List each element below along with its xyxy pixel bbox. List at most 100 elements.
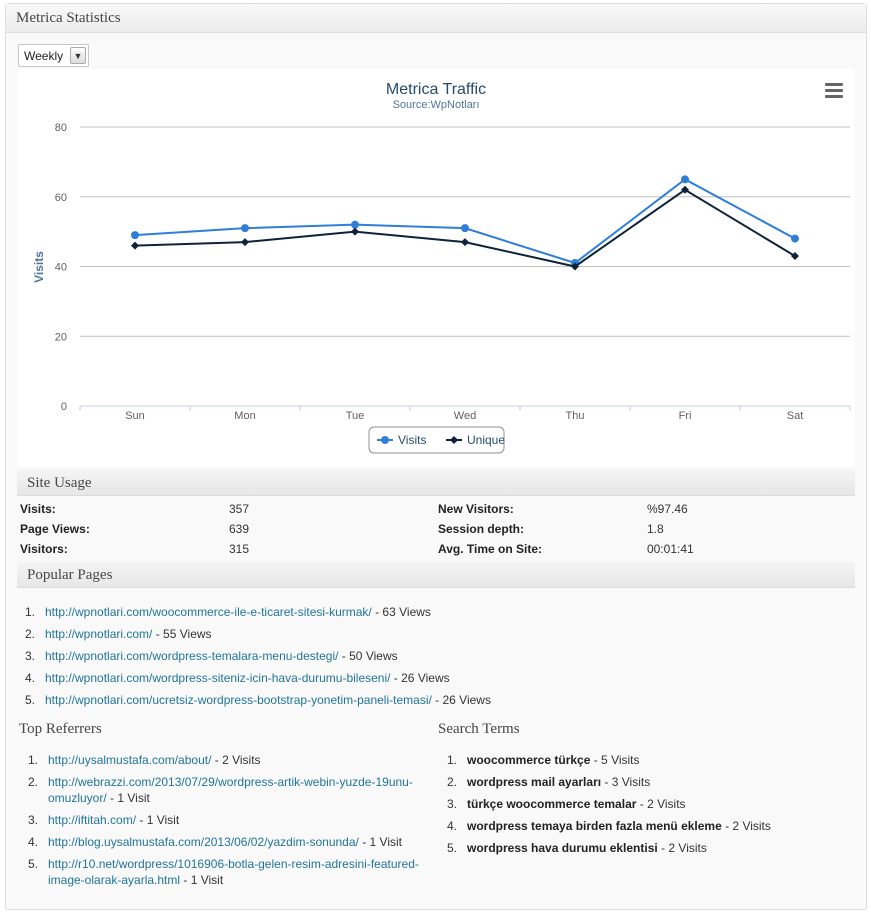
usage-value: 315	[229, 542, 250, 556]
y-tick-label: 0	[61, 401, 67, 413]
page-link[interactable]: http://wpnotlari.com/woocommerce-ile-e-t…	[45, 605, 372, 619]
list-item-number: 4.	[25, 671, 36, 685]
search-term: wordpress temaya birden fazla menü eklem…	[467, 819, 722, 833]
list-item-number: 5.	[28, 857, 39, 871]
list-item-number: 3.	[447, 797, 458, 811]
search-term: wordpress mail ayarları	[467, 775, 602, 789]
top-referrers-list: 1. http://uysalmustafa.com/about/ - 2 Vis…	[28, 752, 428, 894]
site-usage-title: Site Usage	[17, 470, 855, 496]
list-item-number: 4.	[447, 819, 458, 833]
usage-label: Page Views:	[20, 522, 90, 536]
list-item-number: 5.	[447, 841, 458, 855]
page-link[interactable]: http://wpnotlari.com/wordpress-temalara-…	[45, 649, 339, 663]
list-item: 5. http://r10.net/wordpress/1016906-botla…	[28, 856, 428, 888]
traffic-chart-svg: Metrica Traffic Source:WpNotları 0 20 40 60…	[32, 81, 851, 454]
x-tick-label: Fri	[679, 410, 692, 422]
usage-value: 00:01:41	[647, 542, 694, 556]
usage-value: 639	[229, 522, 250, 536]
data-point-visits	[351, 220, 359, 229]
period-select-value: Weekly	[24, 49, 64, 63]
list-item: 3. http://wpnotlari.com/wordpress-temalar…	[25, 648, 845, 670]
widget-title: Metrica Statistics	[6, 4, 866, 33]
search-term: woocommerce türkçe	[467, 753, 591, 767]
count-label: - 63 Views	[371, 605, 431, 619]
list-item-number: 2.	[28, 775, 39, 789]
list-item-number: 1.	[447, 753, 458, 767]
search-terms-title: Search Terms	[438, 721, 520, 737]
popular-pages-title: Popular Pages	[17, 562, 855, 588]
count-label: - 2 Visits	[636, 797, 686, 811]
search-terms-list: 1. woocommerce türkçe - 5 Visits 2. wordpre…	[447, 752, 847, 862]
x-tick-label: Tue	[346, 410, 365, 422]
y-axis-label: Visits	[32, 251, 46, 283]
list-item: 4. wordpress temaya birden fazla menü ekl…	[447, 818, 847, 840]
count-label: - 26 Views	[431, 693, 491, 707]
page-link[interactable]: http://wpnotlari.com/ucretsiz-wordpress-…	[45, 693, 432, 707]
page-link[interactable]: http://iftitah.com/	[48, 813, 137, 827]
list-item: 5. wordpress hava durumu eklentisi - 2 Vi…	[447, 840, 847, 862]
count-label: - 50 Views	[338, 649, 398, 663]
usage-value: 357	[229, 502, 250, 516]
usage-label: New Visitors:	[438, 502, 514, 516]
list-item: 3. http://iftitah.com/ - 1 Visit	[28, 812, 428, 828]
traffic-chart: Metrica Traffic Source:WpNotları 0 20 40 60…	[17, 69, 855, 467]
data-point-visits	[131, 231, 139, 240]
count-label: - 26 Views	[390, 671, 450, 685]
usage-label: Visitors:	[20, 542, 68, 556]
popular-pages-list: 1. http://wpnotlari.com/woocommerce-ile-e…	[25, 604, 845, 714]
usage-label: Session depth:	[438, 522, 525, 536]
list-item: 3. türkçe woocommerce temalar - 2 Visits	[447, 796, 847, 818]
data-point-visits	[681, 175, 689, 184]
list-item-number: 5.	[25, 693, 36, 707]
usage-value: 1.8	[647, 522, 664, 536]
usage-label: Visits:	[20, 502, 56, 516]
list-item: 4. http://blog.uysalmustafa.com/2013/06/0…	[28, 834, 428, 850]
count-label: - 1 Visit	[180, 873, 224, 887]
y-tick-label: 80	[55, 122, 67, 134]
page-link[interactable]: http://webrazzi.com/2013/07/29/wordpress…	[48, 775, 413, 805]
search-term: wordpress hava durumu eklentisi	[467, 841, 658, 855]
page-link[interactable]: http://r10.net/wordpress/1016906-botla-g…	[48, 857, 419, 887]
list-item-number: 4.	[28, 835, 39, 849]
chart-title: Metrica Traffic	[386, 81, 486, 98]
list-item-number: 1.	[28, 753, 39, 767]
series-line-visits	[134, 178, 796, 265]
search-term: türkçe woocommerce temalar	[467, 797, 637, 811]
data-point-unique	[791, 252, 799, 261]
chart-legend[interactable]: Visits Unique	[368, 426, 505, 454]
data-point-unique	[461, 238, 469, 247]
data-point-unique	[241, 238, 249, 247]
x-tick-label: Mon	[234, 410, 255, 422]
list-item: 1. woocommerce türkçe - 5 Visits	[447, 752, 847, 774]
page-link[interactable]: http://wpnotlari.com/	[45, 627, 153, 641]
x-tick-label: Sat	[787, 410, 804, 422]
data-point-visits	[791, 234, 799, 243]
legend-label-unique: Unique	[467, 433, 505, 447]
chart-subtitle: Source:WpNotları	[393, 99, 480, 111]
list-item: 1. http://wpnotlari.com/woocommerce-ile-e…	[25, 604, 845, 626]
list-item-number: 3.	[28, 813, 39, 827]
list-item: 1. http://uysalmustafa.com/about/ - 2 Vis…	[28, 752, 428, 768]
chevron-down-icon[interactable]: ▼	[70, 47, 86, 64]
page-link[interactable]: http://blog.uysalmustafa.com/2013/06/02/…	[48, 835, 359, 849]
data-point-unique	[351, 227, 359, 236]
chart-menu-icon[interactable]	[825, 83, 843, 98]
list-item-number: 2.	[447, 775, 458, 789]
list-item-number: 2.	[25, 627, 36, 641]
count-label: - 1 Visit	[358, 835, 402, 849]
x-tick-label: Wed	[454, 410, 476, 422]
page-link[interactable]: http://wpnotlari.com/wordpress-siteniz-i…	[45, 671, 391, 685]
page-link[interactable]: http://uysalmustafa.com/about/	[48, 753, 212, 767]
data-point-unique	[681, 185, 689, 194]
top-referrers-title: Top Referrers	[19, 721, 102, 737]
list-item: 2. http://webrazzi.com/2013/07/29/wordpre…	[28, 774, 428, 806]
data-point-unique	[571, 262, 579, 271]
metrica-statistics-widget: Metrica Statistics Weekly ▼ Metrica Traf…	[5, 3, 867, 910]
y-tick-label: 20	[55, 331, 67, 343]
list-item: 4. http://wpnotlari.com/wordpress-siteniz…	[25, 670, 845, 692]
period-select[interactable]: Weekly ▼	[18, 44, 89, 67]
count-label: - 2 Visits	[721, 819, 771, 833]
legend-marker-visits	[381, 436, 389, 444]
x-tick-label: Sun	[125, 410, 145, 422]
list-item-number: 1.	[25, 605, 36, 619]
